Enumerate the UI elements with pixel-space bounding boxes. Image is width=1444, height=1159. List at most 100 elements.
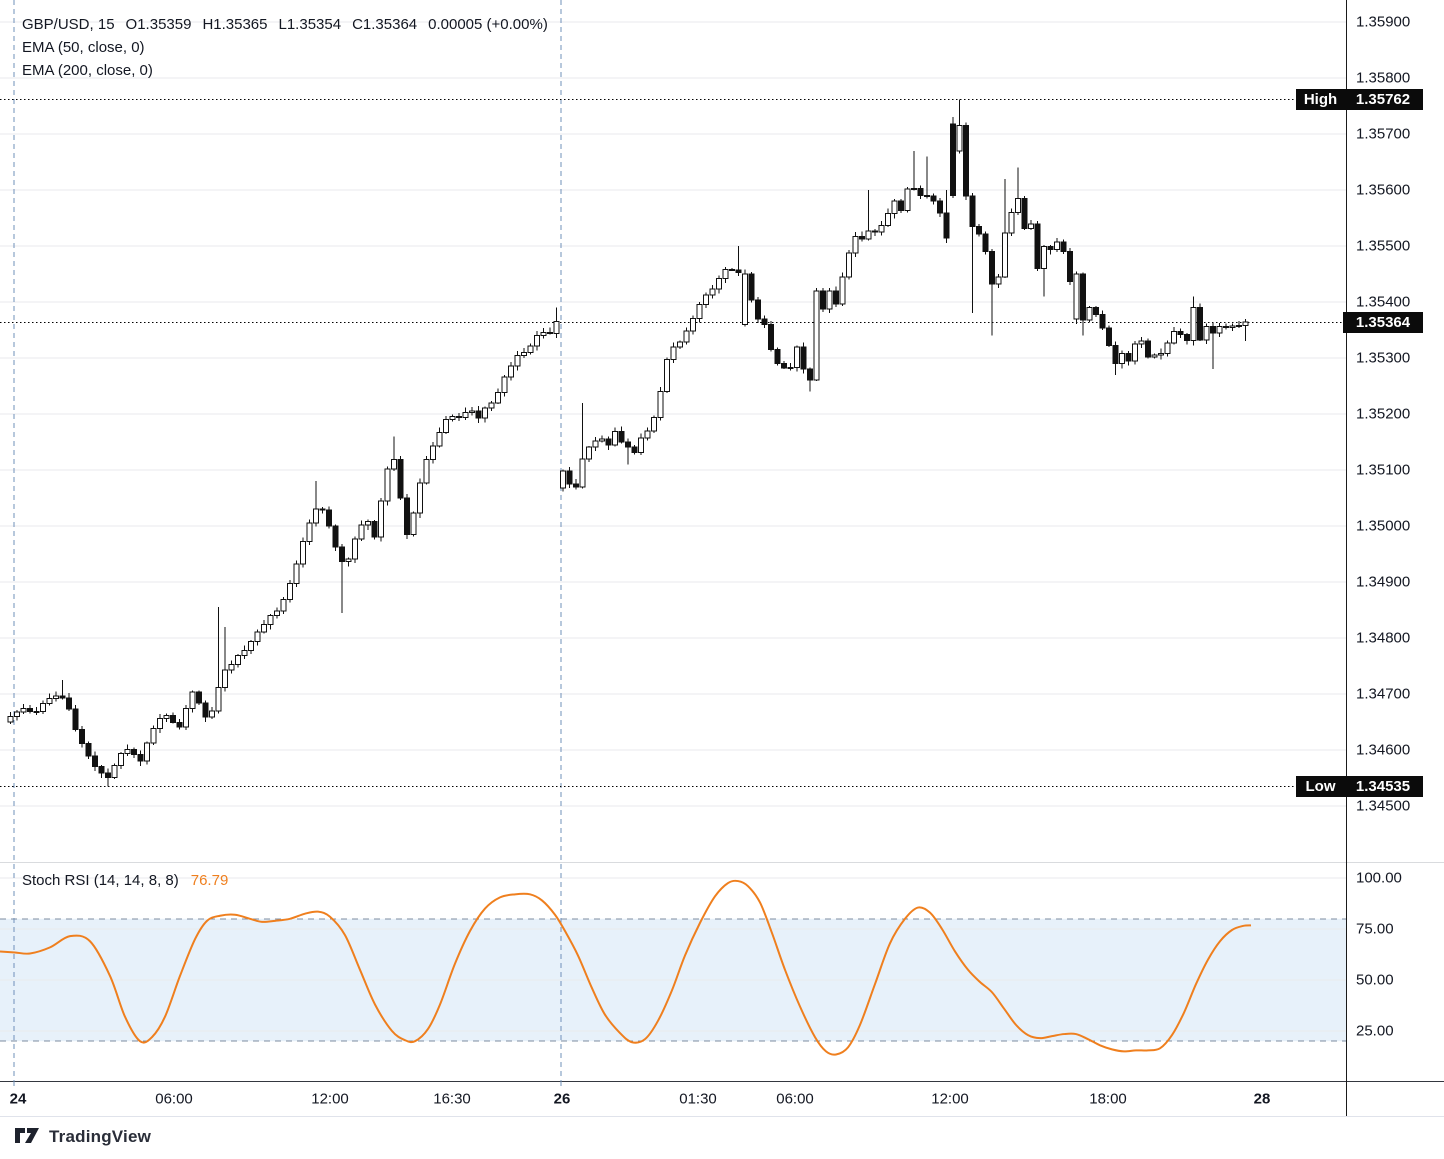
- stoch-rsi-line: [0, 879, 1252, 1056]
- time-tick-label: 24: [9, 1090, 27, 1107]
- candle: [1158, 348, 1164, 360]
- ohlc-open: O1.35359: [125, 16, 192, 33]
- candle: [670, 342, 677, 364]
- candle: [1236, 320, 1242, 328]
- candle: [456, 413, 462, 421]
- candle: [521, 347, 527, 359]
- price-tick-label: 1.35100: [1356, 461, 1411, 479]
- candle: [709, 285, 716, 299]
- candle: [306, 519, 313, 545]
- candle: [1112, 341, 1119, 375]
- candle: [339, 543, 345, 613]
- time-tick-label: 26: [553, 1090, 571, 1107]
- last-price-badge: 1.35364: [1343, 312, 1423, 333]
- candle: [1125, 351, 1132, 366]
- candle: [495, 388, 501, 405]
- candle: [1119, 350, 1125, 369]
- candle: [1151, 353, 1158, 359]
- high-marker-label: High: [1296, 89, 1345, 110]
- candle: [761, 315, 768, 329]
- candle: [1093, 305, 1099, 317]
- candle: [53, 691, 59, 702]
- candle: [943, 190, 950, 244]
- candle: [755, 296, 761, 323]
- time-tick-label: 28: [1253, 1090, 1271, 1107]
- candle: [508, 362, 514, 381]
- candle: [865, 190, 872, 241]
- candle: [131, 747, 137, 758]
- tradingview-link[interactable]: TradingView: [14, 1127, 151, 1147]
- candle: [657, 386, 664, 421]
- candle: [690, 315, 696, 335]
- candle: [7, 712, 14, 725]
- candle: [248, 639, 254, 654]
- candle: [384, 466, 391, 506]
- candle: [560, 469, 566, 492]
- candle: [774, 347, 781, 366]
- candle: [527, 343, 534, 355]
- price-tick-label: 1.34800: [1356, 629, 1411, 647]
- candle: [813, 288, 820, 382]
- candle: [40, 700, 46, 715]
- price-tick-label: 1.34900: [1356, 573, 1411, 591]
- time-tick-label: 16:30: [433, 1090, 471, 1107]
- candle: [807, 367, 813, 392]
- time-axis[interactable]: 24 06:00 12:00 16:30 26 01:30 06:00 12:00 18:00 2…: [0, 1081, 1444, 1116]
- candle: [1047, 244, 1054, 255]
- candle: [274, 607, 280, 619]
- candle: [644, 427, 651, 441]
- candle: [209, 707, 215, 720]
- candle: [599, 435, 605, 443]
- high-marker-value: 1.35762: [1343, 89, 1423, 110]
- price-tick-label: 1.35600: [1356, 181, 1411, 199]
- candle: [735, 246, 742, 277]
- candle: [898, 198, 904, 213]
- candle: [319, 506, 326, 514]
- candle: [1177, 328, 1184, 338]
- candle: [1099, 310, 1106, 331]
- candle: [475, 406, 482, 423]
- candle: [371, 520, 378, 540]
- candle: [391, 436, 397, 472]
- price-tick-label: 1.34700: [1356, 685, 1411, 703]
- time-tick-label: 06:00: [155, 1090, 193, 1107]
- candle: [677, 340, 683, 350]
- low-marker-label: Low: [1296, 776, 1345, 797]
- candle: [878, 221, 885, 236]
- candle: [326, 506, 332, 529]
- candle: [605, 436, 612, 451]
- candle: [1216, 323, 1223, 338]
- candle: [1008, 208, 1015, 236]
- candle: [638, 433, 644, 455]
- candle: [852, 232, 859, 257]
- candle: [170, 712, 176, 724]
- tradingview-logo-text: TradingView: [49, 1127, 152, 1146]
- candle: [1164, 340, 1171, 357]
- candle: [85, 741, 92, 759]
- price-tick-label: 1.35400: [1356, 293, 1411, 311]
- candle: [488, 401, 495, 412]
- candle: [137, 750, 144, 767]
- candle: [891, 198, 898, 219]
- candle: [1080, 272, 1086, 336]
- candle: [696, 301, 703, 323]
- candle: [1015, 167, 1021, 216]
- candle: [716, 275, 722, 294]
- candle: [1138, 337, 1145, 348]
- price-tick-label: 1.35900: [1356, 13, 1411, 31]
- candle: [1229, 323, 1236, 332]
- candle: [1054, 237, 1060, 253]
- candle: [345, 557, 352, 567]
- candle: [612, 427, 618, 447]
- candle: [462, 407, 469, 420]
- candle: [553, 307, 560, 339]
- candle: [579, 402, 586, 489]
- price-tick-label: 1.35800: [1356, 69, 1411, 87]
- candle: [189, 690, 196, 713]
- candle: [1106, 325, 1112, 347]
- candle: [228, 660, 235, 674]
- candle: [196, 690, 202, 706]
- candle: [586, 445, 592, 463]
- candle: [859, 231, 865, 242]
